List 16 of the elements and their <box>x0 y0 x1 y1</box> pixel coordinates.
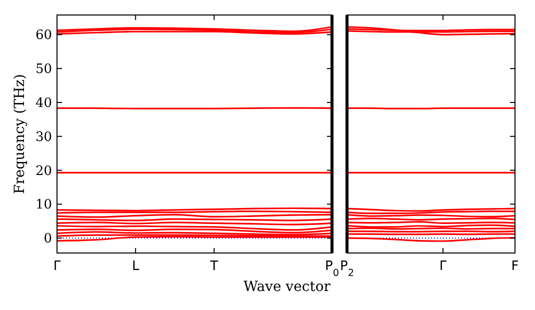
x-tick-label: P$_{0}$ <box>324 259 340 278</box>
x-tick-label: T <box>209 259 218 274</box>
y-tick-label: 20 <box>35 164 52 179</box>
x-tick-label: F <box>511 259 519 274</box>
y-tick-label: 0 <box>44 232 52 247</box>
x-tick-label: P$_{2}$ <box>340 259 354 278</box>
x-tick-label: Γ <box>439 259 448 274</box>
x-tick-label: L <box>132 259 140 274</box>
y-tick-label: 30 <box>35 130 52 145</box>
y-axis-title: Frequency (THz) <box>12 74 28 194</box>
y-tick-label: 60 <box>35 28 52 44</box>
y-tick-label: 10 <box>35 198 52 213</box>
x-tick-label: Γ <box>53 259 62 274</box>
y-tick-label: 40 <box>35 96 52 111</box>
x-axis-title: Wave vector <box>244 279 331 295</box>
y-tick-label: 50 <box>35 62 52 78</box>
